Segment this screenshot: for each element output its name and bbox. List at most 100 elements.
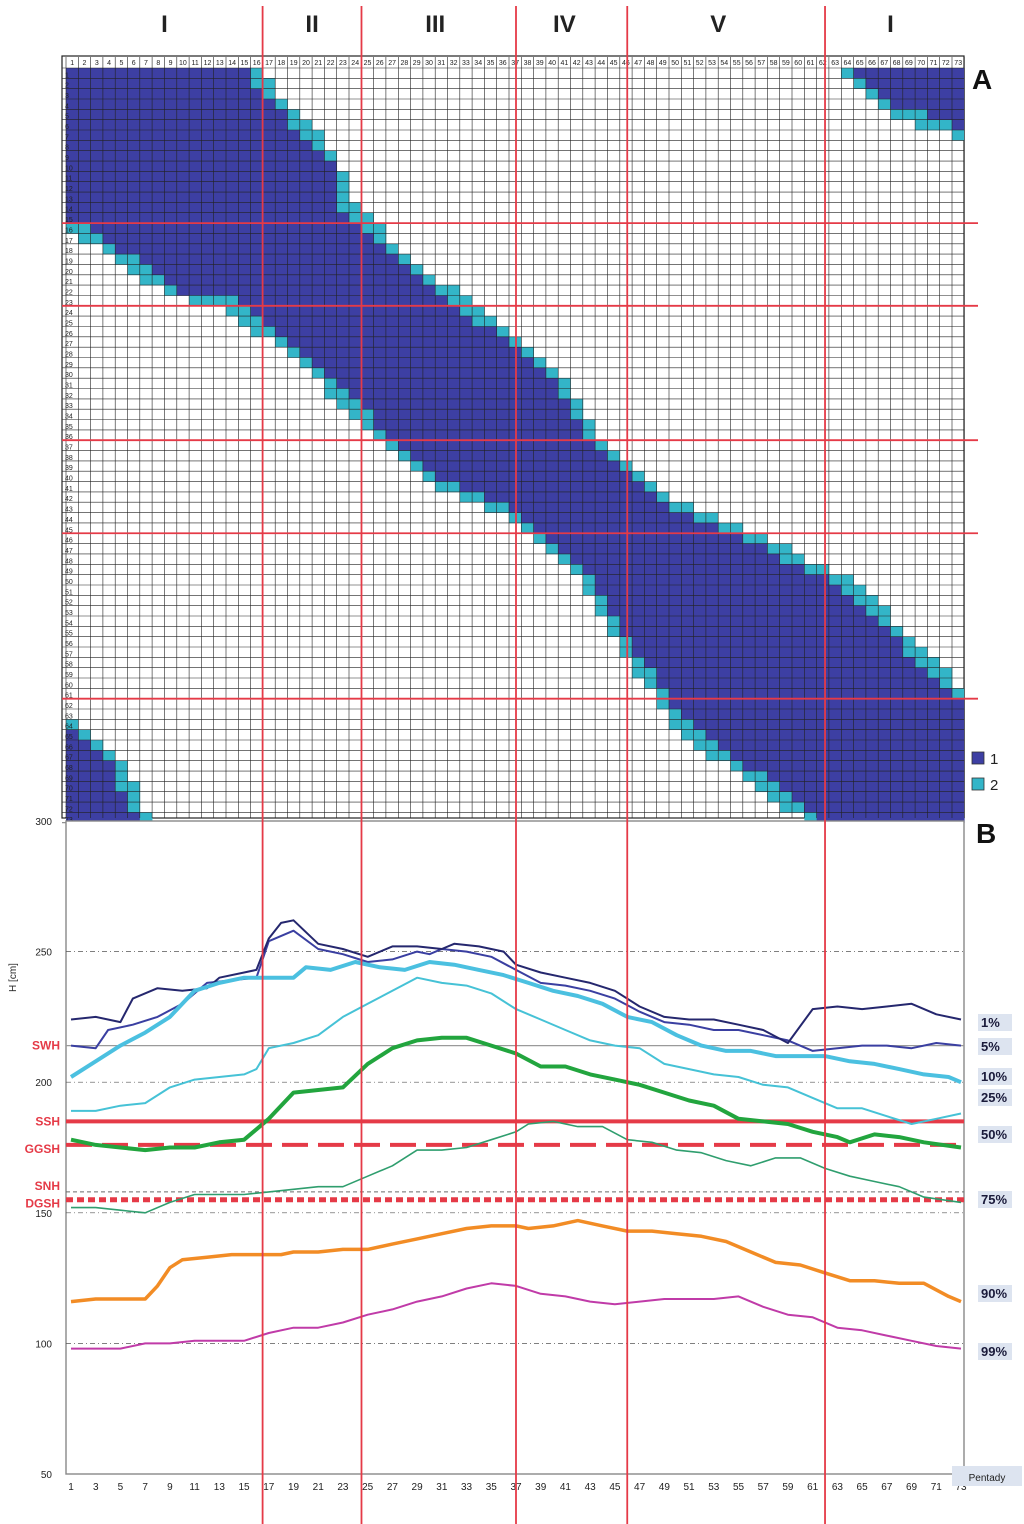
- heatmap-cell: [521, 522, 534, 534]
- heatmap-cell: [632, 491, 645, 503]
- heatmap-cell: [299, 295, 313, 307]
- heatmap-cell: [299, 274, 313, 286]
- heatmap-cell: [558, 460, 571, 472]
- heatmap-cell: [152, 68, 165, 79]
- heatmap-cell: [656, 502, 670, 513]
- heatmap-cell: [410, 398, 424, 410]
- heatmap-cell: [176, 223, 190, 234]
- heatmap-cell: [349, 233, 362, 245]
- heatmap-cell: [139, 88, 153, 100]
- heatmap-cell: [828, 698, 842, 710]
- heatmap-cell: [570, 429, 584, 441]
- heatmap-cell: [656, 636, 670, 648]
- heatmap-cell: [878, 99, 891, 110]
- series-label: 75%: [981, 1192, 1007, 1207]
- heatmap-cell: [533, 491, 547, 503]
- heatmap-cell: [66, 181, 79, 193]
- heatmap-cell: [78, 161, 91, 172]
- heatmap-cell: [595, 522, 608, 534]
- heatmap-cell: [102, 78, 116, 89]
- heatmap-cell: [238, 109, 251, 120]
- column-number: 13: [216, 60, 224, 67]
- heatmap-cell: [681, 636, 694, 648]
- heatmap-cell: [792, 678, 805, 689]
- heatmap-cell: [410, 419, 424, 431]
- heatmap-cell: [816, 729, 830, 741]
- heatmap-cell: [816, 750, 830, 762]
- heatmap-cell: [841, 574, 854, 586]
- column-number: 55: [733, 60, 741, 67]
- heatmap-cell: [558, 512, 571, 524]
- heatmap-cell: [201, 264, 214, 276]
- heatmap-cell: [447, 357, 461, 369]
- heatmap-cell: [373, 326, 387, 338]
- heatmap-cell: [361, 347, 374, 358]
- heatmap-cell: [927, 771, 940, 782]
- heatmap-cell: [755, 678, 768, 689]
- heatmap-cell: [176, 243, 190, 255]
- heatmap-cell: [472, 316, 485, 327]
- heatmap-cell: [644, 533, 657, 544]
- heatmap-cell: [545, 491, 559, 503]
- heatmap-cell: [398, 347, 411, 358]
- heatmap-cell: [324, 171, 338, 183]
- heatmap-cell: [102, 192, 116, 203]
- heatmap-cell: [841, 605, 854, 617]
- column-number: 23: [339, 60, 347, 67]
- heatmap-cell: [139, 223, 153, 234]
- heatmap-cell: [718, 636, 731, 648]
- heatmap-cell: [607, 522, 621, 534]
- heatmap-cell: [668, 512, 682, 524]
- heatmap-cell: [102, 791, 116, 803]
- heatmap-cell: [656, 564, 670, 575]
- heatmap-cell: [115, 812, 128, 824]
- heatmap-cell: [361, 336, 374, 348]
- heatmap-cell: [804, 698, 817, 710]
- heatmap-cell: [865, 781, 879, 793]
- reference-level-label: DGSH: [25, 1197, 60, 1211]
- heatmap-cell: [287, 212, 301, 224]
- heatmap-cell: [459, 316, 473, 327]
- heatmap-cell: [189, 295, 202, 307]
- heatmap-cell: [447, 471, 461, 482]
- row-number: 44: [65, 517, 73, 524]
- heatmap-cell: [632, 647, 645, 658]
- heatmap-cell: [361, 419, 374, 431]
- row-number: 46: [65, 538, 73, 545]
- heatmap-cell: [299, 357, 313, 369]
- heatmap-cell: [841, 678, 854, 689]
- heatmap-cell: [238, 264, 251, 276]
- heatmap-cell: [865, 626, 879, 637]
- heatmap-cell: [385, 326, 399, 338]
- row-number: 2: [65, 83, 69, 90]
- heatmap-cell: [299, 150, 313, 162]
- heatmap-cell: [558, 388, 571, 400]
- heatmap-cell: [373, 357, 387, 369]
- heatmap-cell: [853, 781, 867, 793]
- heatmap-cell: [472, 336, 485, 348]
- heatmap-cell: [336, 347, 350, 358]
- heatmap-cell: [681, 584, 694, 596]
- heatmap-cell: [139, 233, 153, 245]
- heatmap-cell: [705, 709, 719, 720]
- row-number: 72: [65, 806, 73, 813]
- heatmap-cell: [164, 202, 178, 214]
- heatmap-cell: [705, 740, 719, 751]
- heatmap-cell: [570, 471, 584, 482]
- heatmap-cell: [90, 233, 104, 245]
- heatmap-cell: [792, 781, 805, 793]
- heatmap-cell: [176, 171, 190, 183]
- heatmap-cell: [853, 615, 867, 627]
- heatmap-cell: [225, 109, 239, 120]
- heatmap-cell: [435, 336, 448, 348]
- heatmap-cell: [607, 584, 621, 596]
- heatmap-cell: [533, 502, 547, 513]
- column-number: 27: [388, 60, 396, 67]
- heatmap-cell: [336, 274, 350, 286]
- heatmap-cell: [324, 161, 338, 172]
- row-number: 56: [65, 641, 73, 648]
- heatmap-cell: [828, 688, 842, 699]
- heatmap-cell: [681, 709, 694, 720]
- row-number: 12: [65, 186, 73, 193]
- x-tick-label: 27: [387, 1482, 399, 1493]
